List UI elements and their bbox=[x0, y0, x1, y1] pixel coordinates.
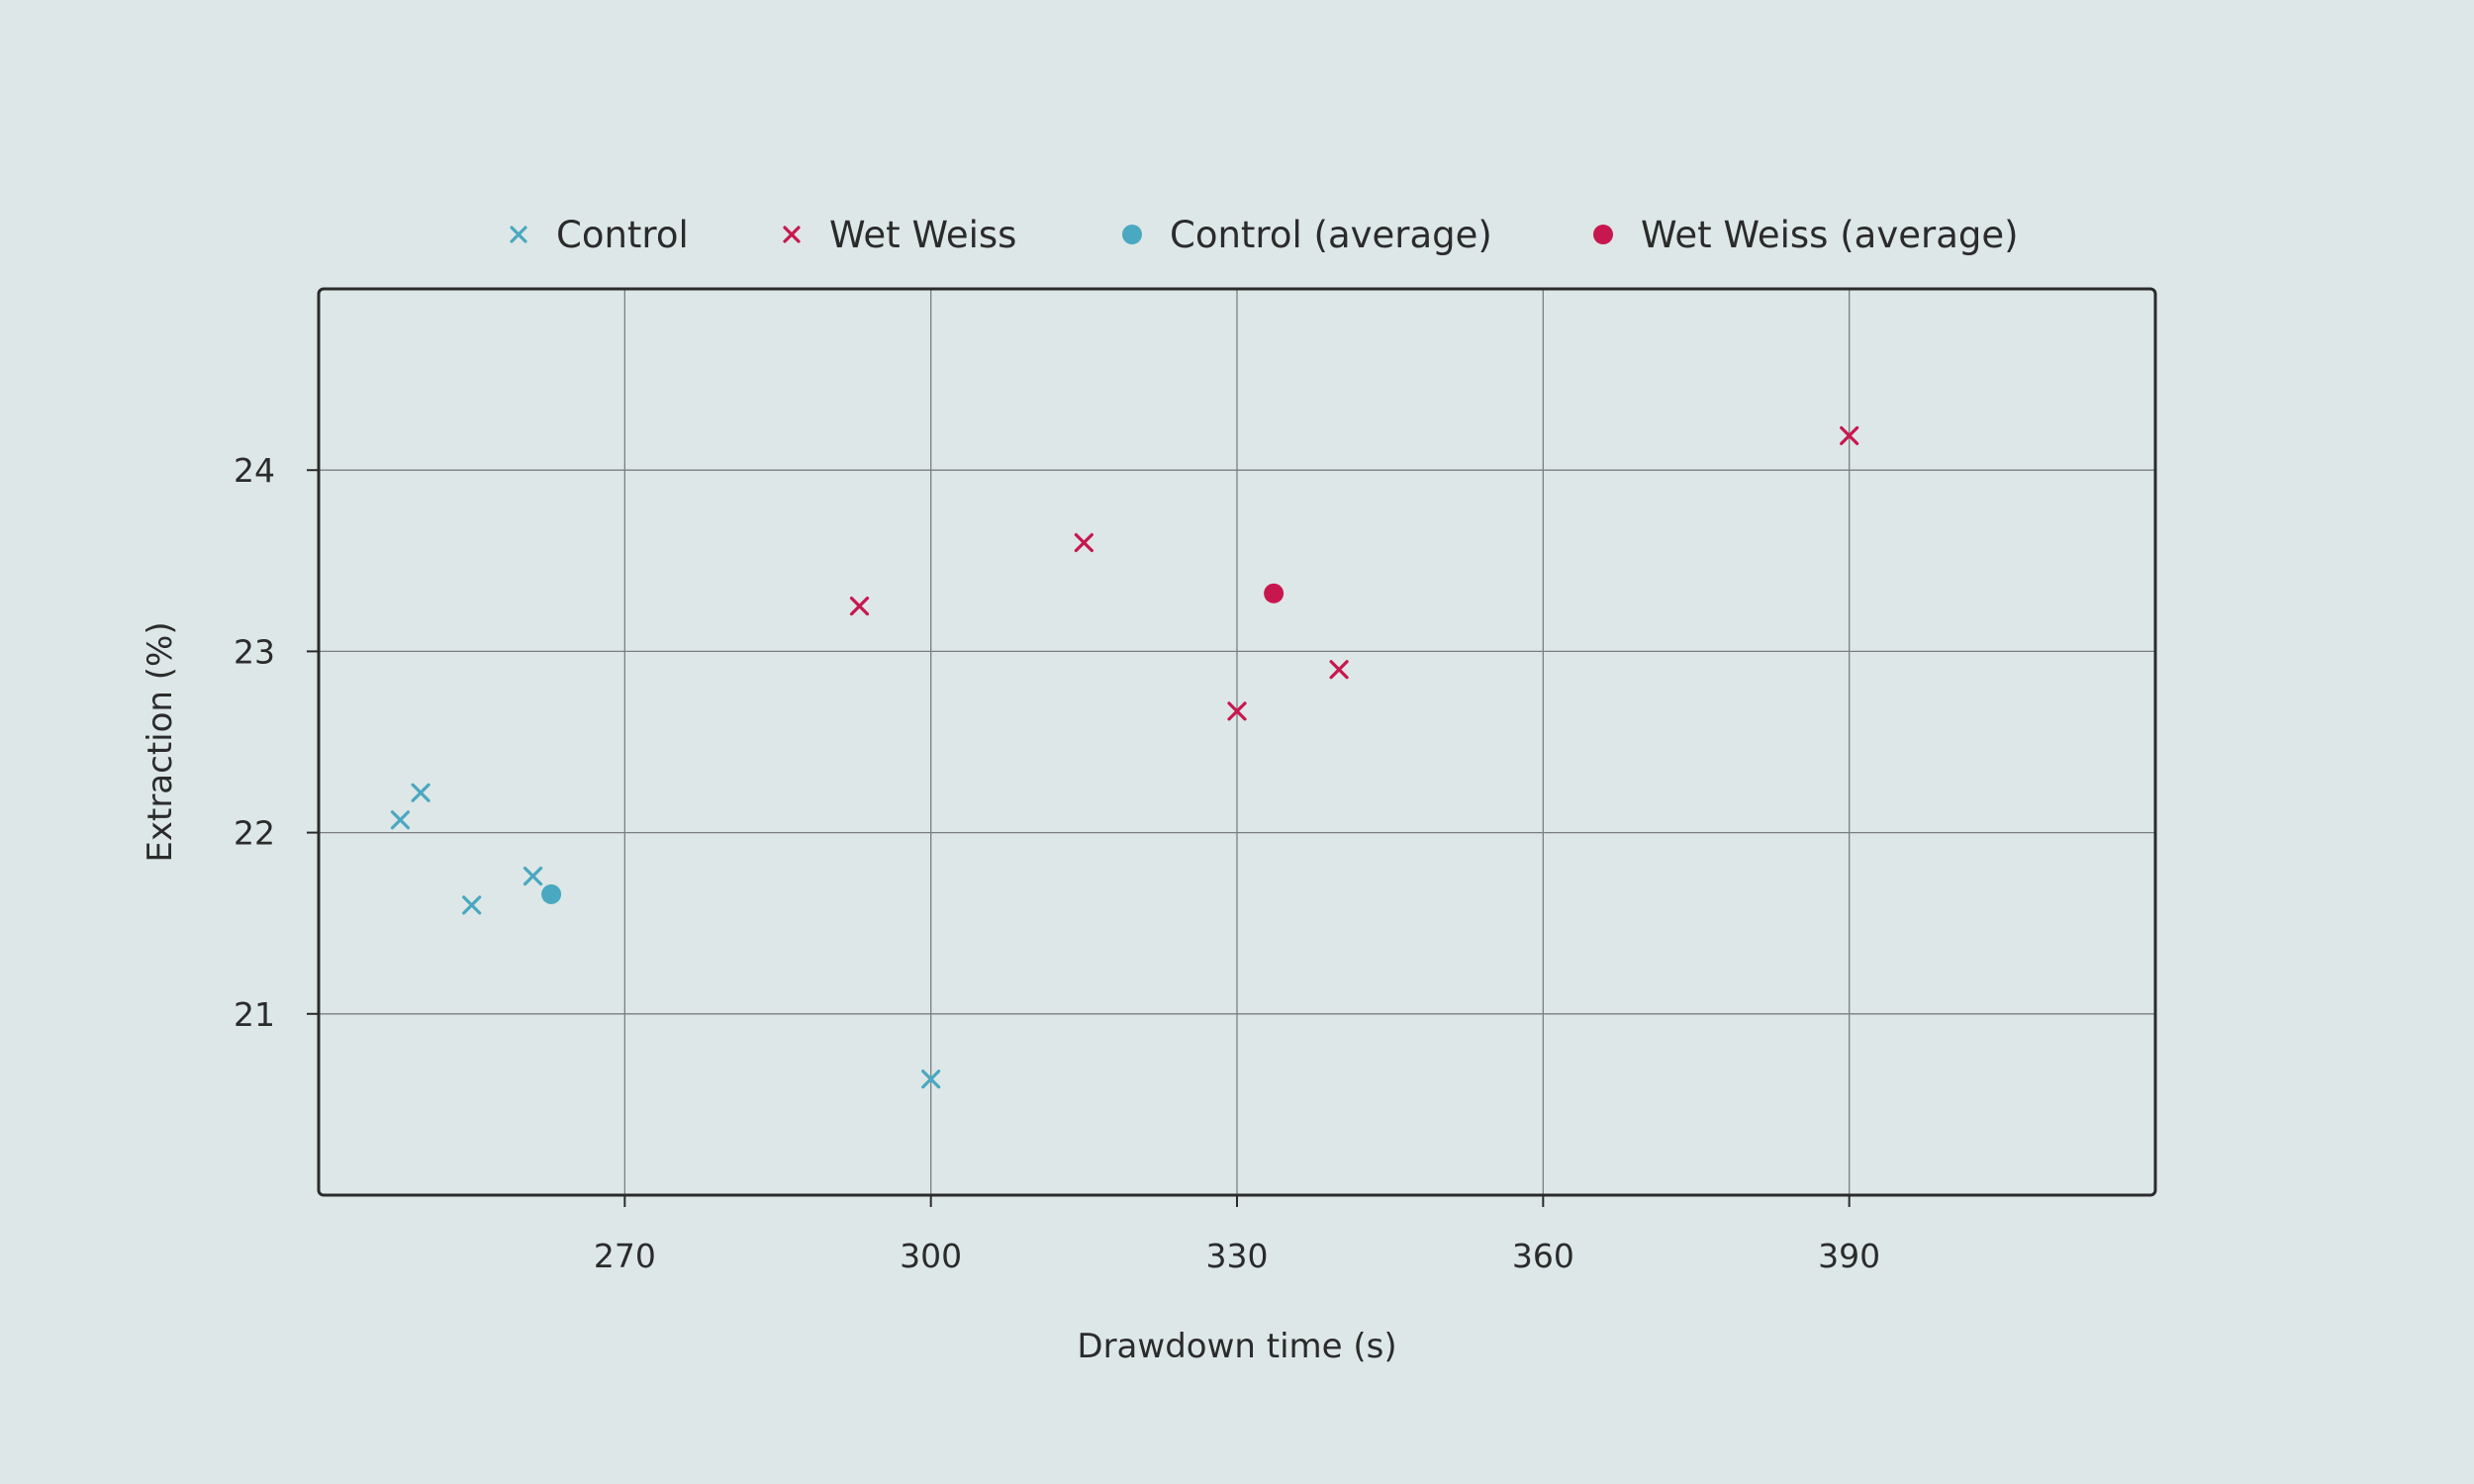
x-tick-label: 390 bbox=[1818, 1237, 1880, 1275]
data-point bbox=[921, 1069, 941, 1089]
x-axis-ticks: 270 300 330 360 390 bbox=[594, 1195, 1880, 1275]
data-point bbox=[1264, 583, 1285, 603]
legend-marker bbox=[510, 226, 527, 243]
legend-item: Wet Weiss (average) bbox=[1593, 214, 2019, 256]
legend-marker bbox=[1122, 225, 1142, 244]
legend-label: Wet Weiss bbox=[829, 214, 1016, 256]
y-tick-label: 22 bbox=[234, 814, 275, 853]
legend-label: Control bbox=[556, 214, 689, 256]
data-point bbox=[523, 866, 543, 886]
legend-marker bbox=[783, 226, 801, 243]
grid bbox=[319, 289, 2155, 1195]
data-point bbox=[1074, 532, 1094, 553]
data-point bbox=[1329, 660, 1349, 680]
data-point bbox=[541, 883, 562, 904]
legend-label: Control (average) bbox=[1170, 214, 1492, 256]
legend-marker bbox=[1593, 225, 1613, 244]
data-point bbox=[462, 895, 482, 915]
legend-label: Wet Weiss (average) bbox=[1641, 214, 2019, 256]
x-tick-label: 360 bbox=[1512, 1237, 1574, 1275]
y-tick-label: 23 bbox=[234, 632, 275, 671]
y-tick-label: 21 bbox=[234, 995, 275, 1034]
data-point bbox=[1840, 425, 1859, 445]
x-tick-label: 300 bbox=[900, 1237, 962, 1275]
y-axis-ticks: 21 22 23 24 bbox=[234, 451, 319, 1034]
data-point bbox=[411, 783, 430, 802]
data-point bbox=[390, 810, 411, 830]
y-axis-label: Extraction (%) bbox=[141, 621, 180, 862]
legend: Control Wet Weiss Control (average) Wet Wei… bbox=[510, 214, 2019, 256]
x-axis-label: Drawdown time (s) bbox=[1077, 1327, 1396, 1366]
legend-item: Control bbox=[510, 214, 689, 256]
y-tick-label: 24 bbox=[234, 451, 275, 490]
legend-item: Control (average) bbox=[1122, 214, 1492, 256]
x-tick-label: 330 bbox=[1206, 1237, 1269, 1275]
data-point bbox=[849, 596, 870, 616]
x-tick-label: 270 bbox=[594, 1237, 656, 1275]
data-point bbox=[1227, 701, 1247, 721]
data-points bbox=[390, 425, 1859, 1089]
legend-item: Wet Weiss bbox=[783, 214, 1016, 256]
